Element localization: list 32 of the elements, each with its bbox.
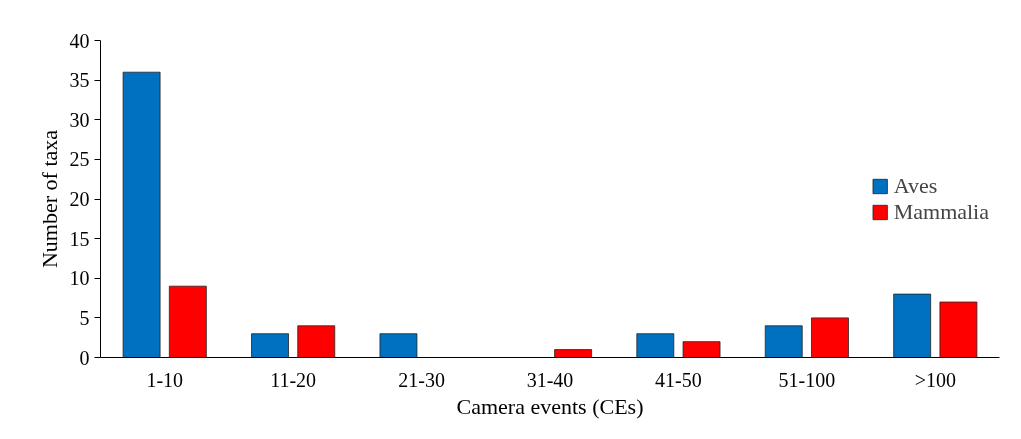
bar bbox=[297, 325, 336, 358]
y-tick-label: 10 bbox=[69, 267, 90, 290]
x-tick-label: 41-50 bbox=[655, 368, 702, 391]
x-tick-label: 31-40 bbox=[526, 368, 574, 391]
y-tick-label: 15 bbox=[69, 227, 90, 250]
x-tick-label: 21-30 bbox=[398, 368, 445, 391]
legend-label: Aves bbox=[893, 172, 938, 199]
x-tick-label: 51-100 bbox=[778, 368, 836, 391]
bar bbox=[379, 333, 418, 358]
y-tick-label: 25 bbox=[69, 148, 90, 171]
y-tick-label: 40 bbox=[69, 29, 90, 52]
y-tick-label: 0 bbox=[79, 346, 90, 369]
bar bbox=[939, 301, 978, 358]
bar bbox=[893, 293, 932, 358]
y-axis-title: Number of taxa bbox=[36, 129, 62, 269]
bar bbox=[251, 333, 289, 358]
bar bbox=[122, 71, 161, 358]
legend-label: Mammalia bbox=[893, 198, 989, 225]
y-tick-label: 20 bbox=[69, 188, 90, 210]
bar bbox=[636, 333, 675, 358]
x-tick-label: 11-20 bbox=[270, 368, 317, 391]
x-tick-label: >100 bbox=[914, 368, 956, 391]
bar bbox=[554, 349, 593, 358]
bar bbox=[764, 325, 803, 358]
bar bbox=[811, 317, 849, 358]
y-tick-label: 5 bbox=[79, 306, 90, 329]
bar bbox=[682, 341, 721, 358]
y-tick-label: 35 bbox=[69, 69, 90, 92]
bar bbox=[168, 285, 207, 358]
y-tick-label: 30 bbox=[69, 108, 90, 131]
x-axis-title: Camera events (CEs) bbox=[456, 393, 644, 419]
x-tick-label: 1-10 bbox=[146, 368, 184, 391]
